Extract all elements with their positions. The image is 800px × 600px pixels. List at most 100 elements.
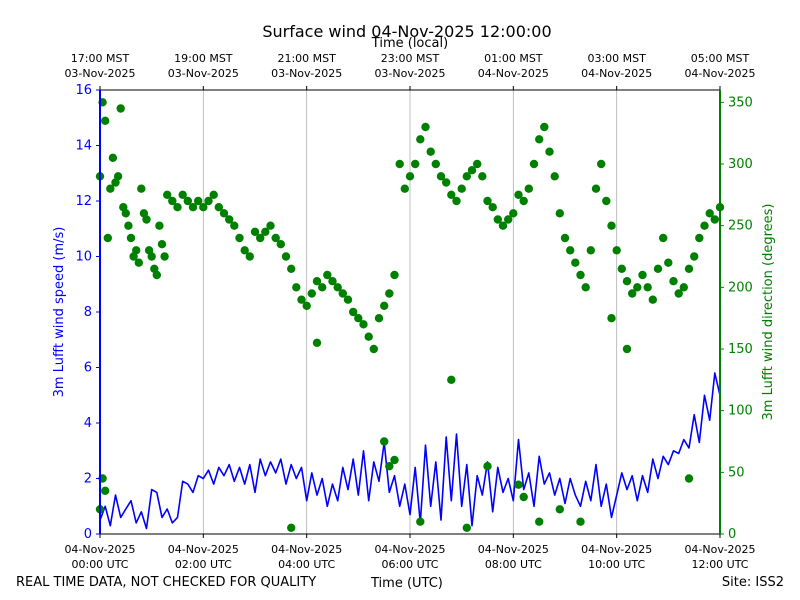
wind-direction-point-95 (519, 196, 528, 206)
wind-direction-point-23 (155, 221, 164, 230)
wind-direction-point-129 (695, 233, 704, 243)
wind-direction-point-113 (612, 246, 621, 255)
bottom-axis-label: Time (UTC) (371, 576, 443, 591)
wind-direction-point-84 (462, 172, 471, 181)
wind-direction-point-107 (581, 283, 590, 292)
wind-direction-point-71 (395, 159, 404, 169)
top-tick-label-time-0: 17:00 MST (71, 52, 130, 65)
wind-direction-point-136 (101, 486, 110, 495)
wind-speed-line (99, 372, 721, 530)
wind-direction-point-90 (493, 215, 502, 224)
top-axis-ticks: 17:00 MST 03-Nov-2025 19:00 MST 03-Nov-2025… (64, 52, 756, 90)
wind-direction-point-152 (312, 338, 322, 347)
wind-direction-point-104 (566, 246, 575, 255)
wind-direction-point-57 (323, 270, 332, 280)
bottom-tick-label-date-0: 04-Nov-2025 (64, 543, 135, 556)
top-tick-label-date-4: 04-Nov-2025 (478, 67, 549, 80)
left-tick-label-7: 14 (75, 139, 92, 154)
top-tick-label-time-6: 05:00 MST (691, 52, 750, 65)
wind-direction-point-52 (297, 295, 306, 304)
wind-direction-point-144 (514, 480, 523, 489)
wind-direction-point-93 (509, 209, 518, 218)
left-tick-label-2: 4 (84, 416, 92, 431)
wind-direction-point-96 (524, 184, 533, 193)
wind-direction-point-63 (354, 314, 363, 323)
wind-direction-point-105 (571, 258, 580, 267)
right-tick-label-1: 50 (728, 465, 745, 480)
wind-direction-point-18 (142, 215, 151, 224)
top-tick-label-date-2: 03-Nov-2025 (271, 67, 342, 80)
right-tick-label-5: 250 (728, 219, 753, 234)
wind-direction-point-75 (416, 135, 425, 144)
wind-direction-point-12 (126, 233, 136, 243)
wind-direction-point-37 (219, 209, 229, 218)
chart-title: Surface wind 04-Nov-2025 12:00:00 (262, 22, 551, 41)
bottom-tick-label-time-5: 10:00 UTC (588, 558, 645, 571)
bottom-tick-label-date-5: 04-Nov-2025 (581, 543, 652, 556)
left-axis-label: 3m Lufft wind speed (m/s) (52, 227, 67, 398)
wind-direction-point-59 (333, 283, 342, 292)
wind-direction-point-112 (607, 221, 616, 230)
wind-direction-point-115 (622, 277, 632, 286)
wind-direction-point-76 (421, 122, 430, 132)
wind-direction-point-100 (545, 147, 554, 156)
wind-direction-point-65 (364, 332, 373, 341)
wind-direction-point-73 (405, 172, 415, 181)
wind-direction-point-131 (705, 209, 714, 218)
wind-direction-point-56 (318, 283, 327, 292)
wind-direction-point-41 (240, 246, 249, 255)
left-tick-label-3: 6 (84, 361, 92, 376)
wind-direction-point-16 (137, 184, 146, 193)
wind-direction-point-114 (617, 264, 626, 273)
wind-direction-point-140 (390, 455, 399, 465)
wind-direction-point-31 (188, 203, 198, 212)
quality-disclaimer: REAL TIME DATA, NOT CHECKED FOR QUALITY (16, 575, 317, 590)
left-tick-label-8: 16 (75, 83, 92, 98)
grid-lines (202, 90, 618, 534)
wind-direction-point-81 (447, 190, 456, 199)
wind-direction-point-34 (204, 196, 213, 206)
wind-direction-point-25 (160, 252, 169, 261)
wind-direction-point-5 (108, 153, 118, 162)
wind-direction-point-87 (478, 172, 487, 181)
wind-direction-point-7 (113, 172, 123, 181)
wind-direction-point-47 (271, 233, 280, 243)
left-tick-label-6: 12 (75, 194, 92, 209)
wind-direction-point-53 (302, 301, 311, 310)
wind-direction-point-117 (633, 283, 642, 292)
wind-direction-point-64 (359, 320, 368, 329)
wind-direction-point-28 (173, 203, 182, 212)
wind-direction-point-58 (328, 277, 337, 286)
wind-direction-point-92 (504, 215, 513, 224)
bottom-tick-label-date-6: 04-Nov-2025 (684, 543, 755, 556)
wind-direction-point-98 (535, 135, 544, 144)
top-axis-label: Time (local) (371, 36, 448, 51)
wind-direction-point-125 (674, 289, 683, 298)
bottom-tick-label-time-6: 12:00 UTC (691, 558, 748, 571)
bottom-tick-label-time-4: 08:00 UTC (485, 558, 542, 571)
wind-direction-point-109 (591, 184, 601, 193)
wind-direction-point-111 (602, 196, 611, 206)
wind-direction-point-146 (535, 517, 544, 526)
bottom-axis-ticks: 04-Nov-2025 00:00 UTC 04-Nov-2025 02:00 UTC… (64, 534, 756, 571)
wind-direction-point-70 (390, 270, 399, 280)
wind-direction-point-80 (442, 178, 451, 187)
wind-direction-point-54 (307, 289, 316, 298)
right-axis-label: 3m Lufft wind direction (degrees) (761, 204, 776, 421)
bottom-tick-label-date-3: 04-Nov-2025 (374, 543, 445, 556)
wind-direction-point-143 (483, 462, 492, 471)
right-tick-label-4: 200 (728, 280, 753, 295)
wind-direction-point-40 (235, 233, 244, 243)
wind-direction-point-15 (134, 258, 143, 267)
wind-direction-point-150 (622, 344, 632, 354)
wind-direction-point-42 (245, 252, 254, 261)
wind-direction-point-33 (199, 203, 208, 212)
bottom-tick-label-date-4: 04-Nov-2025 (478, 543, 549, 556)
wind-direction-point-130 (700, 221, 709, 230)
wind-direction-point-4 (106, 184, 115, 193)
top-tick-label-date-0: 03-Nov-2025 (64, 67, 135, 80)
left-tick-label-5: 10 (75, 250, 92, 265)
left-tick-label-0: 0 (84, 527, 92, 542)
wind-direction-point-110 (597, 159, 606, 169)
right-tick-label-2: 100 (728, 404, 753, 419)
